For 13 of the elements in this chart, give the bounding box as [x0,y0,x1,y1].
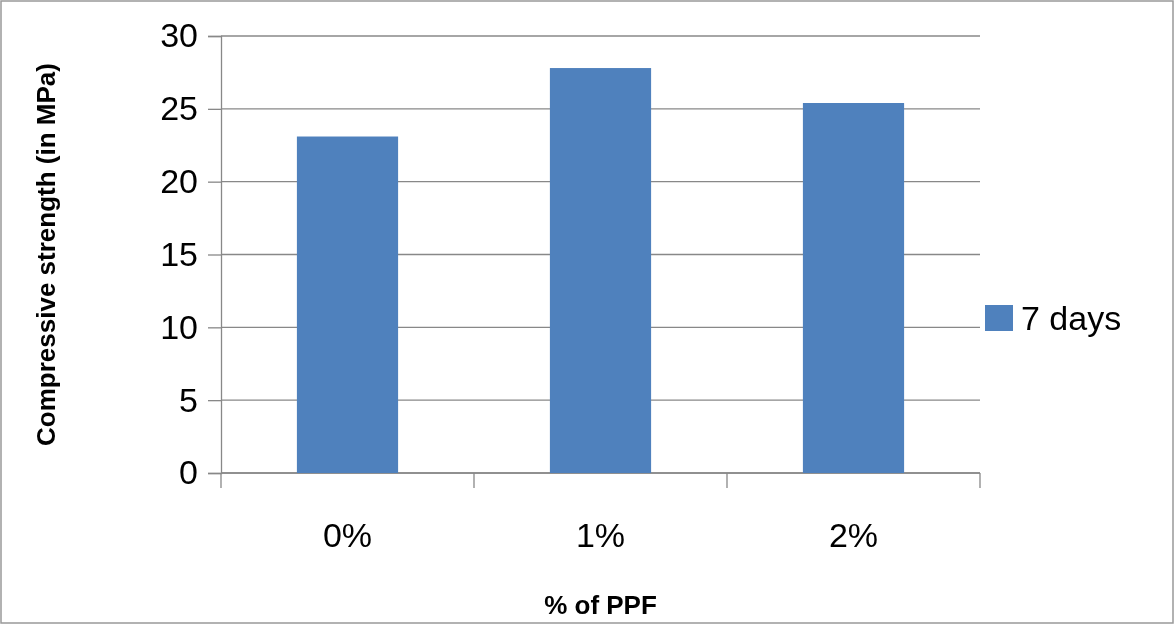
y-tick-label: 10 [160,307,198,346]
y-tick-label: 30 [160,16,198,55]
legend-label: 7 days [1021,299,1122,337]
y-tick-label: 20 [160,162,198,201]
y-tick-label: 0 [179,453,198,492]
y-tick-label: 15 [160,234,198,273]
y-tick-label: 5 [179,380,198,419]
y-tick-label: 25 [160,89,198,128]
x-axis-title: % of PPF [544,590,657,620]
x-tick-label: 2% [828,516,879,555]
x-tick-label: 0% [322,516,373,555]
y-axis-title: Compressive strength (in MPa) [31,63,61,446]
x-tick-label: 1% [575,516,626,555]
